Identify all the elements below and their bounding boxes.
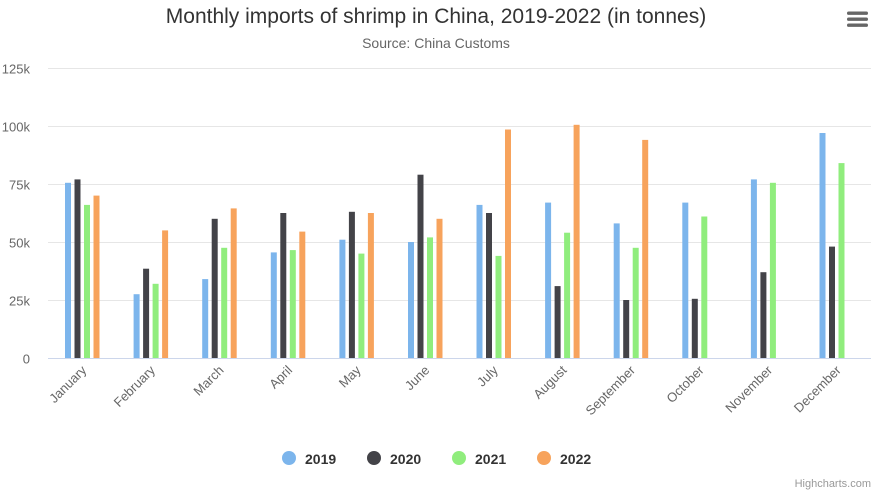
bar-2020-september[interactable] xyxy=(623,300,630,358)
legend-label[interactable]: 2021 xyxy=(475,451,506,467)
credits-link[interactable]: Highcharts.com xyxy=(795,478,871,490)
bar-2021-february[interactable] xyxy=(152,283,159,358)
bar-2022-august[interactable] xyxy=(573,124,580,358)
bars xyxy=(65,124,845,359)
bar-2020-november[interactable] xyxy=(760,272,767,358)
grid-lines xyxy=(48,68,871,359)
bar-2020-march[interactable] xyxy=(211,218,218,358)
bar-2019-february[interactable] xyxy=(133,294,140,358)
bar-2020-june[interactable] xyxy=(417,174,424,358)
bar-2019-december[interactable] xyxy=(819,133,826,358)
y-tick-label: 75k xyxy=(9,178,30,193)
legend-symbol[interactable] xyxy=(367,451,381,465)
chart-title: Monthly imports of shrimp in China, 2019… xyxy=(166,5,706,28)
bar-2020-august[interactable] xyxy=(554,286,561,358)
bar-2021-july[interactable] xyxy=(495,255,502,358)
bar-2022-march[interactable] xyxy=(230,208,237,358)
legend-item-2020[interactable]: 2020 xyxy=(367,451,421,467)
bar-2022-september[interactable] xyxy=(642,139,649,358)
bar-2020-february[interactable] xyxy=(143,268,150,358)
bar-2019-august[interactable] xyxy=(545,202,552,358)
bar-2021-september[interactable] xyxy=(632,247,639,358)
bar-2020-january[interactable] xyxy=(74,179,81,358)
legend: 2019 2020 2021 2022 xyxy=(282,451,591,467)
bar-2019-january[interactable] xyxy=(65,182,71,358)
bar-2020-april[interactable] xyxy=(280,213,287,358)
chart-subtitle: Source: China Customs xyxy=(362,35,510,51)
y-tick-label: 25k xyxy=(9,294,30,309)
bar-2021-june[interactable] xyxy=(427,237,433,358)
bar-2021-march[interactable] xyxy=(221,247,228,358)
legend-item-2021[interactable]: 2021 xyxy=(452,451,506,467)
bar-2022-february[interactable] xyxy=(162,230,169,358)
bar-2020-may[interactable] xyxy=(348,211,355,358)
hamburger-menu-icon[interactable] xyxy=(847,11,868,27)
bar-2019-july[interactable] xyxy=(476,204,483,358)
legend-symbol[interactable] xyxy=(452,451,466,465)
legend-symbol[interactable] xyxy=(282,451,296,465)
bar-2022-april[interactable] xyxy=(299,231,306,358)
bar-2021-october[interactable] xyxy=(701,216,708,359)
bar-2021-january[interactable] xyxy=(84,204,90,358)
bar-2019-september[interactable] xyxy=(613,223,620,358)
bar-2019-november[interactable] xyxy=(750,179,757,358)
bar-2020-december[interactable] xyxy=(829,246,835,358)
bar-2019-may[interactable] xyxy=(339,239,346,358)
bar-2022-january[interactable] xyxy=(93,195,100,358)
bar-2019-june[interactable] xyxy=(408,242,414,358)
bar-2022-june[interactable] xyxy=(436,218,443,358)
y-tick-label: 100k xyxy=(2,120,31,135)
bar-2020-july[interactable] xyxy=(486,213,492,358)
legend-item-2019[interactable]: 2019 xyxy=(282,451,336,467)
bar-2021-november[interactable] xyxy=(769,182,776,358)
legend-label[interactable]: 2019 xyxy=(305,451,336,467)
y-axis: 0 25k 50k 75k 100k 125k xyxy=(2,62,31,367)
y-tick-label: 125k xyxy=(2,62,31,77)
y-tick-label: 50k xyxy=(9,236,30,251)
bar-2022-july[interactable] xyxy=(505,129,511,359)
legend-item-2022[interactable]: 2022 xyxy=(537,451,591,467)
bar-2021-april[interactable] xyxy=(289,250,296,358)
y-tick-label: 0 xyxy=(23,352,30,367)
legend-label[interactable]: 2022 xyxy=(560,451,591,467)
legend-label[interactable]: 2020 xyxy=(390,451,421,467)
bar-2019-april[interactable] xyxy=(270,252,277,358)
bar-2021-august[interactable] xyxy=(564,232,571,358)
bar-2021-december[interactable] xyxy=(838,163,845,358)
bar-2022-may[interactable] xyxy=(367,213,374,358)
context-menu-button[interactable] xyxy=(842,6,870,32)
bar-2019-march[interactable] xyxy=(202,279,209,358)
bar-2019-october[interactable] xyxy=(682,202,689,358)
bar-2021-may[interactable] xyxy=(358,253,365,358)
bar-2020-october[interactable] xyxy=(691,298,698,358)
legend-symbol[interactable] xyxy=(537,451,551,465)
